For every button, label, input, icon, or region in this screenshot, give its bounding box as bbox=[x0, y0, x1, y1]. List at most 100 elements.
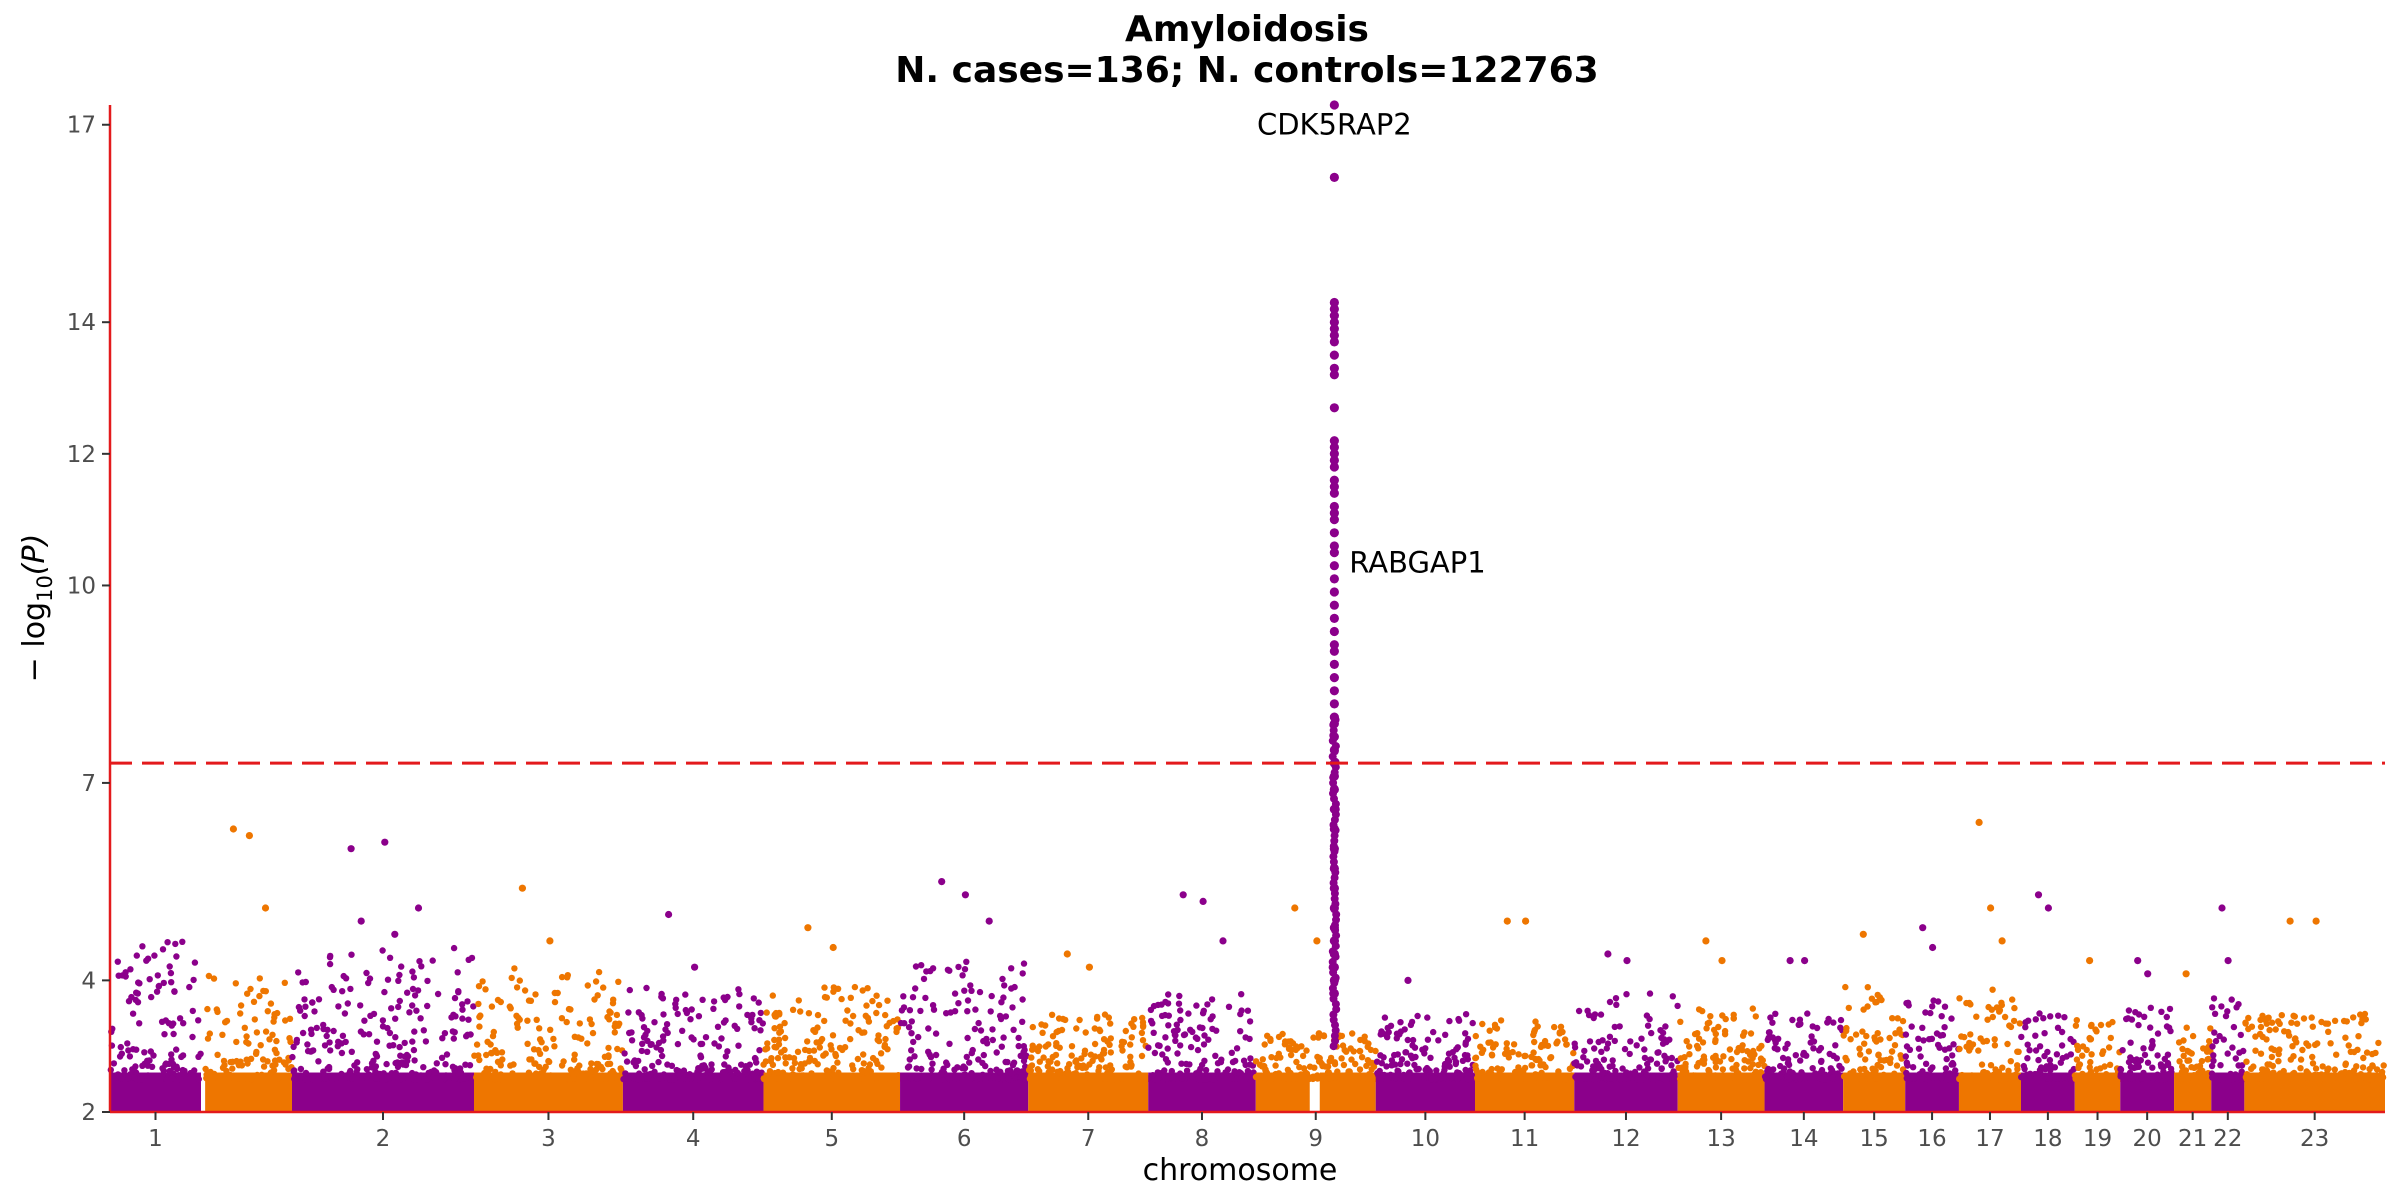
snp-point bbox=[297, 1065, 305, 1073]
snp-point-high bbox=[347, 845, 355, 853]
snp-point bbox=[443, 1051, 451, 1058]
snp-point bbox=[1489, 1044, 1497, 1051]
snp-point bbox=[150, 1052, 157, 1059]
snp-point bbox=[1218, 1056, 1225, 1063]
snp-point bbox=[1909, 1064, 1917, 1071]
snp-point bbox=[1780, 1065, 1788, 1072]
snp-point bbox=[2209, 1004, 2216, 1011]
snp-point bbox=[1515, 1051, 1522, 1058]
snp-point bbox=[1758, 1042, 1765, 1050]
chromosome-23-points bbox=[2242, 917, 2387, 1112]
snp-point bbox=[204, 1005, 211, 1013]
snp-point bbox=[2272, 1026, 2279, 1033]
snp-point bbox=[190, 976, 197, 984]
snp-point bbox=[2014, 1048, 2021, 1055]
snp-point bbox=[695, 1013, 703, 1020]
snp-point bbox=[244, 1060, 251, 1067]
snp-point bbox=[1553, 1040, 1560, 1047]
snp-point bbox=[1277, 1054, 1284, 1061]
snp-point bbox=[641, 1066, 648, 1073]
snp-point bbox=[518, 1075, 526, 1083]
snp-point bbox=[189, 1033, 196, 1041]
snp-point bbox=[2359, 1016, 2366, 1023]
snp-point bbox=[595, 968, 603, 976]
snp-point bbox=[464, 998, 471, 1005]
signal-point bbox=[1329, 646, 1339, 656]
snp-point bbox=[1228, 1049, 1236, 1057]
snp-point bbox=[1170, 1028, 1178, 1035]
snp-point-high bbox=[1929, 943, 1937, 952]
snp-point bbox=[2293, 1020, 2301, 1027]
snp-point bbox=[1591, 1075, 1598, 1083]
snp-point bbox=[794, 1075, 801, 1082]
snp-point bbox=[2366, 1075, 2373, 1083]
snp-point bbox=[1626, 1050, 1633, 1058]
snp-point bbox=[1372, 1047, 1379, 1055]
snp-point bbox=[273, 1049, 280, 1057]
snp-point bbox=[2093, 1028, 2100, 1035]
snp-point bbox=[734, 1069, 741, 1077]
snp-point bbox=[1556, 1029, 1564, 1036]
snp-point bbox=[594, 992, 601, 999]
snp-point bbox=[1739, 1032, 1747, 1039]
snp-point bbox=[1430, 1028, 1437, 1036]
snp-point bbox=[1612, 995, 1620, 1002]
snp-point bbox=[1349, 1030, 1356, 1037]
snp-point bbox=[264, 1058, 271, 1065]
snp-point bbox=[1599, 1069, 1606, 1077]
snp-point bbox=[609, 1000, 617, 1007]
snp-point bbox=[2260, 1066, 2267, 1073]
snp-point bbox=[905, 1023, 913, 1031]
snp-point bbox=[1204, 1001, 1211, 1008]
snp-point bbox=[671, 1075, 678, 1083]
snp-point bbox=[1744, 1048, 1751, 1055]
snp-point bbox=[1571, 1040, 1578, 1047]
snp-point bbox=[1613, 1001, 1620, 1008]
snp-point bbox=[1407, 1052, 1415, 1059]
snp-point bbox=[411, 1057, 418, 1064]
snp-point bbox=[1474, 1075, 1481, 1082]
snp-point bbox=[551, 989, 558, 997]
snp-point bbox=[1975, 1047, 1982, 1054]
snp-point bbox=[2314, 1040, 2321, 1047]
snp-point bbox=[820, 1052, 827, 1059]
signal-point bbox=[1329, 311, 1339, 321]
snp-point bbox=[626, 986, 633, 994]
snp-point bbox=[388, 1005, 395, 1012]
snp-point bbox=[295, 969, 302, 976]
snp-point bbox=[420, 1027, 427, 1034]
snp-point bbox=[2228, 1075, 2236, 1083]
snp-point bbox=[421, 1075, 429, 1083]
snp-point bbox=[2046, 1075, 2053, 1083]
snp-point bbox=[1662, 1058, 1669, 1065]
snp-point bbox=[2036, 1043, 2044, 1050]
snp-point bbox=[750, 1071, 758, 1078]
snp-point bbox=[2180, 1072, 2188, 1079]
snp-point bbox=[959, 972, 966, 979]
snp-point bbox=[525, 997, 533, 1004]
snp-point bbox=[2141, 1072, 2148, 1079]
snp-point bbox=[911, 1053, 918, 1060]
snp-point bbox=[875, 1037, 883, 1045]
snp-point bbox=[2018, 1033, 2025, 1041]
snp-point bbox=[1668, 1054, 1676, 1062]
snp-point bbox=[361, 1017, 368, 1024]
snp-point bbox=[1360, 1075, 1367, 1083]
signal-point bbox=[1329, 699, 1339, 709]
snp-point bbox=[1733, 1061, 1740, 1069]
snp-point bbox=[1861, 1040, 1868, 1047]
snp-point bbox=[588, 1020, 595, 1028]
snp-point bbox=[2012, 1071, 2020, 1078]
snp-point bbox=[1055, 1015, 1063, 1022]
snp-point bbox=[2268, 1019, 2276, 1026]
snp-point bbox=[1414, 1012, 1421, 1020]
snp-point bbox=[492, 1068, 499, 1076]
snp-point bbox=[404, 989, 411, 996]
snp-point bbox=[269, 1031, 276, 1039]
snp-point bbox=[920, 975, 928, 983]
snp-point bbox=[1666, 1036, 1673, 1043]
snp-point bbox=[1941, 1023, 1948, 1031]
snp-point bbox=[593, 1060, 600, 1068]
snp-point bbox=[1842, 1054, 1849, 1062]
